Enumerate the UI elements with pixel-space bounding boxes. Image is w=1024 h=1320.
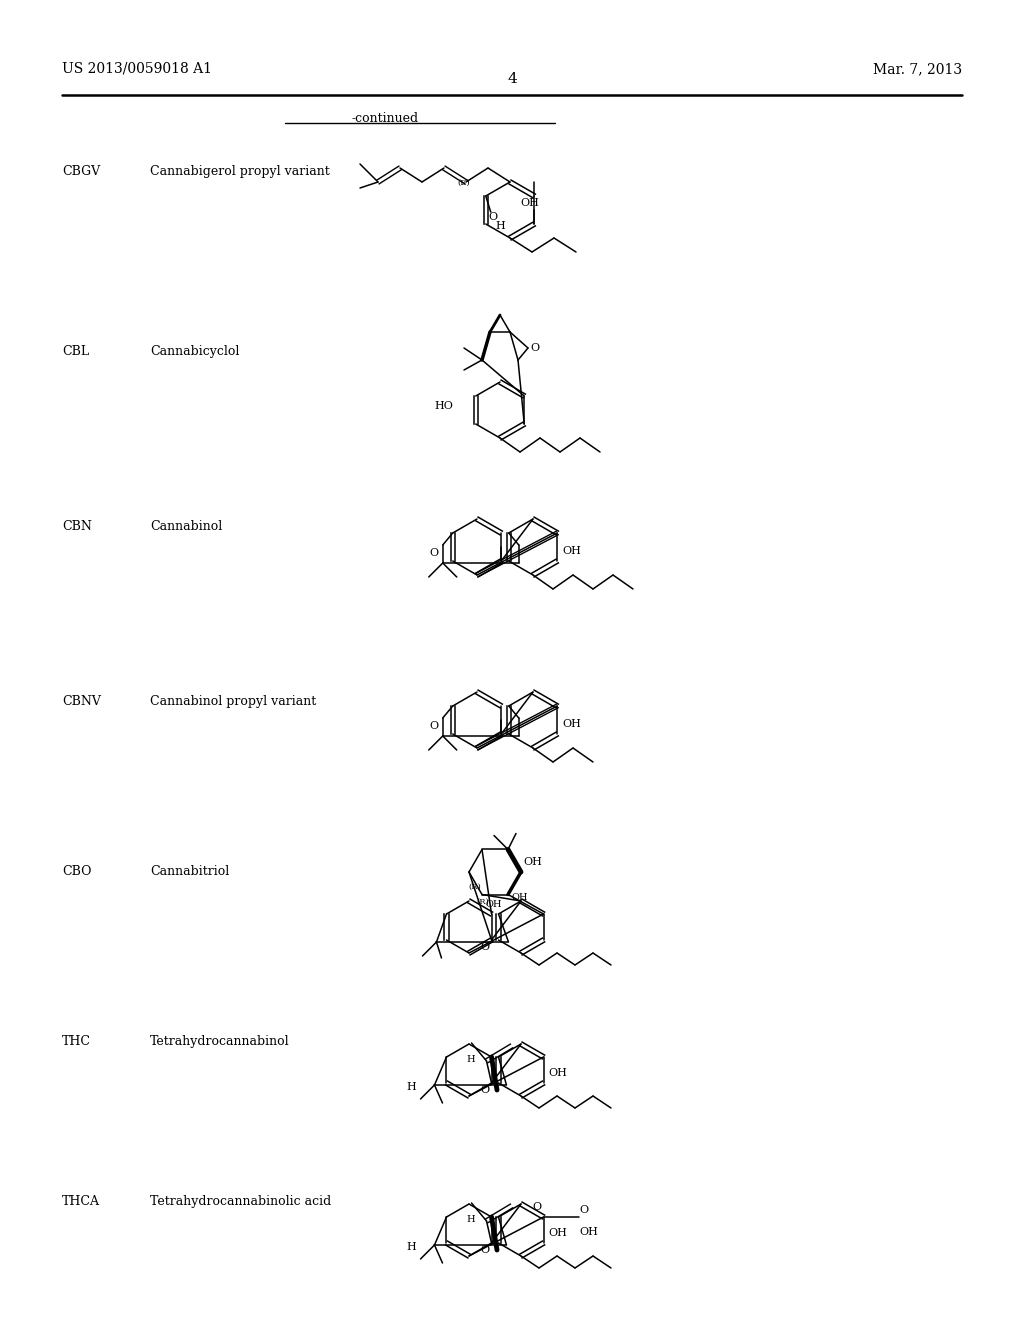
Text: (R): (R) — [469, 883, 481, 891]
Text: O: O — [532, 1203, 542, 1212]
Text: O: O — [580, 1205, 589, 1214]
Text: Cannabitriol: Cannabitriol — [150, 865, 229, 878]
Text: O: O — [480, 942, 489, 952]
Text: O: O — [530, 343, 539, 352]
Text: OH: OH — [580, 1228, 598, 1237]
Text: H: H — [496, 220, 506, 231]
Text: Cannabicyclol: Cannabicyclol — [150, 345, 240, 358]
Text: CBL: CBL — [62, 345, 89, 358]
Text: OH: OH — [562, 546, 582, 556]
Text: THCA: THCA — [62, 1195, 100, 1208]
Text: Tetrahydrocannabinolic acid: Tetrahydrocannabinolic acid — [150, 1195, 331, 1208]
Text: CBN: CBN — [62, 520, 92, 533]
Text: -continued: -continued — [351, 112, 419, 125]
Text: O: O — [430, 721, 438, 731]
Text: US 2013/0059018 A1: US 2013/0059018 A1 — [62, 62, 212, 77]
Text: Tetrahydrocannabinol: Tetrahydrocannabinol — [150, 1035, 290, 1048]
Text: O: O — [430, 548, 438, 558]
Text: O: O — [488, 213, 498, 222]
Text: OH: OH — [521, 198, 540, 209]
Text: Cannabinol propyl variant: Cannabinol propyl variant — [150, 696, 316, 708]
Text: Cannabigerol propyl variant: Cannabigerol propyl variant — [150, 165, 330, 178]
Text: OH: OH — [511, 892, 527, 902]
Text: CBNV: CBNV — [62, 696, 101, 708]
Text: OH: OH — [485, 899, 502, 908]
Text: OH: OH — [549, 1068, 567, 1078]
Text: THC: THC — [62, 1035, 91, 1048]
Text: (E): (E) — [457, 180, 470, 187]
Text: (R): (R) — [476, 898, 489, 906]
Text: OH: OH — [562, 719, 582, 729]
Text: CBGV: CBGV — [62, 165, 100, 178]
Text: Mar. 7, 2013: Mar. 7, 2013 — [872, 62, 962, 77]
Text: HO: HO — [435, 401, 454, 411]
Text: H: H — [467, 1055, 475, 1064]
Text: O: O — [480, 1085, 489, 1096]
Text: OH: OH — [549, 1228, 567, 1238]
Text: O: O — [480, 1245, 489, 1255]
Text: CBO: CBO — [62, 865, 91, 878]
Text: OH: OH — [523, 857, 542, 867]
Text: 4: 4 — [507, 73, 517, 86]
Text: H: H — [407, 1242, 417, 1251]
Text: H: H — [467, 1214, 475, 1224]
Text: Cannabinol: Cannabinol — [150, 520, 222, 533]
Text: H: H — [407, 1082, 417, 1092]
